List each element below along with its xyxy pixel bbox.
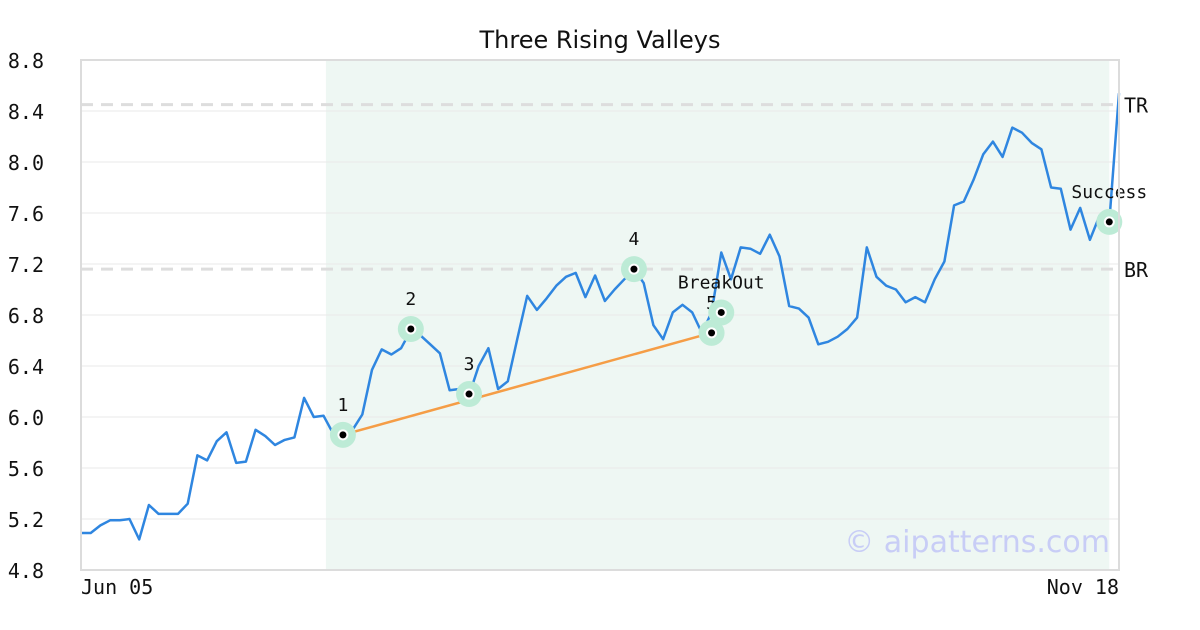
marker-label-2: 2 xyxy=(405,289,416,310)
y-tick-label: 8.8 xyxy=(8,49,44,73)
plot-frame xyxy=(80,59,1120,571)
series-layer xyxy=(81,93,1121,541)
marker-dot-5 xyxy=(708,329,716,337)
watermark: © aipatterns.com xyxy=(844,525,1110,560)
trendline-layer xyxy=(342,331,712,437)
marker-label-breakout: BreakOut xyxy=(678,272,765,293)
marker-label-1: 1 xyxy=(338,395,349,416)
marker-dot-4 xyxy=(630,265,638,273)
y-tick-label: 6.0 xyxy=(8,406,44,430)
marker-label-success: Success xyxy=(1071,182,1147,203)
marker-dot-1 xyxy=(339,431,347,439)
y-tick-label: 7.2 xyxy=(8,253,44,277)
price-line xyxy=(81,93,1121,541)
y-tick-label: 8.0 xyxy=(8,151,44,175)
y-axis: 8.8 8.4 8.0 7.6 7.2 6.8 6.4 6.0 5.6 5.2 4.8 xyxy=(8,49,44,583)
x-tick-label: Jun 05 xyxy=(81,575,153,599)
grid-layer xyxy=(81,110,1119,520)
y-tick-label: 5.6 xyxy=(8,457,44,481)
y-tick-label: 6.4 xyxy=(8,355,44,379)
x-axis: Jun 05 Nov 18 xyxy=(81,575,1119,599)
levels-layer: TR BR xyxy=(81,94,1149,282)
x-tick-label: Nov 18 xyxy=(1047,575,1119,599)
marker-label-3: 3 xyxy=(464,354,475,375)
trendline xyxy=(342,331,712,437)
y-tick-label: 8.4 xyxy=(8,100,44,124)
marker-dot-3 xyxy=(465,390,473,398)
y-tick-label: 7.6 xyxy=(8,202,44,226)
marker-label-5: 5 xyxy=(706,293,717,314)
chart-title: Three Rising Valleys xyxy=(478,26,720,54)
y-tick-label: 4.8 xyxy=(8,559,44,583)
y-tick-label: 6.8 xyxy=(8,304,44,328)
y-tick-label: 5.2 xyxy=(8,508,44,532)
level-label-tr: TR xyxy=(1124,94,1149,118)
marker-dot-success xyxy=(1105,218,1113,226)
marker-dot-2 xyxy=(407,325,415,333)
level-label-br: BR xyxy=(1124,258,1149,282)
marker-dot-breakout xyxy=(717,308,725,316)
marker-label-4: 4 xyxy=(629,229,640,250)
